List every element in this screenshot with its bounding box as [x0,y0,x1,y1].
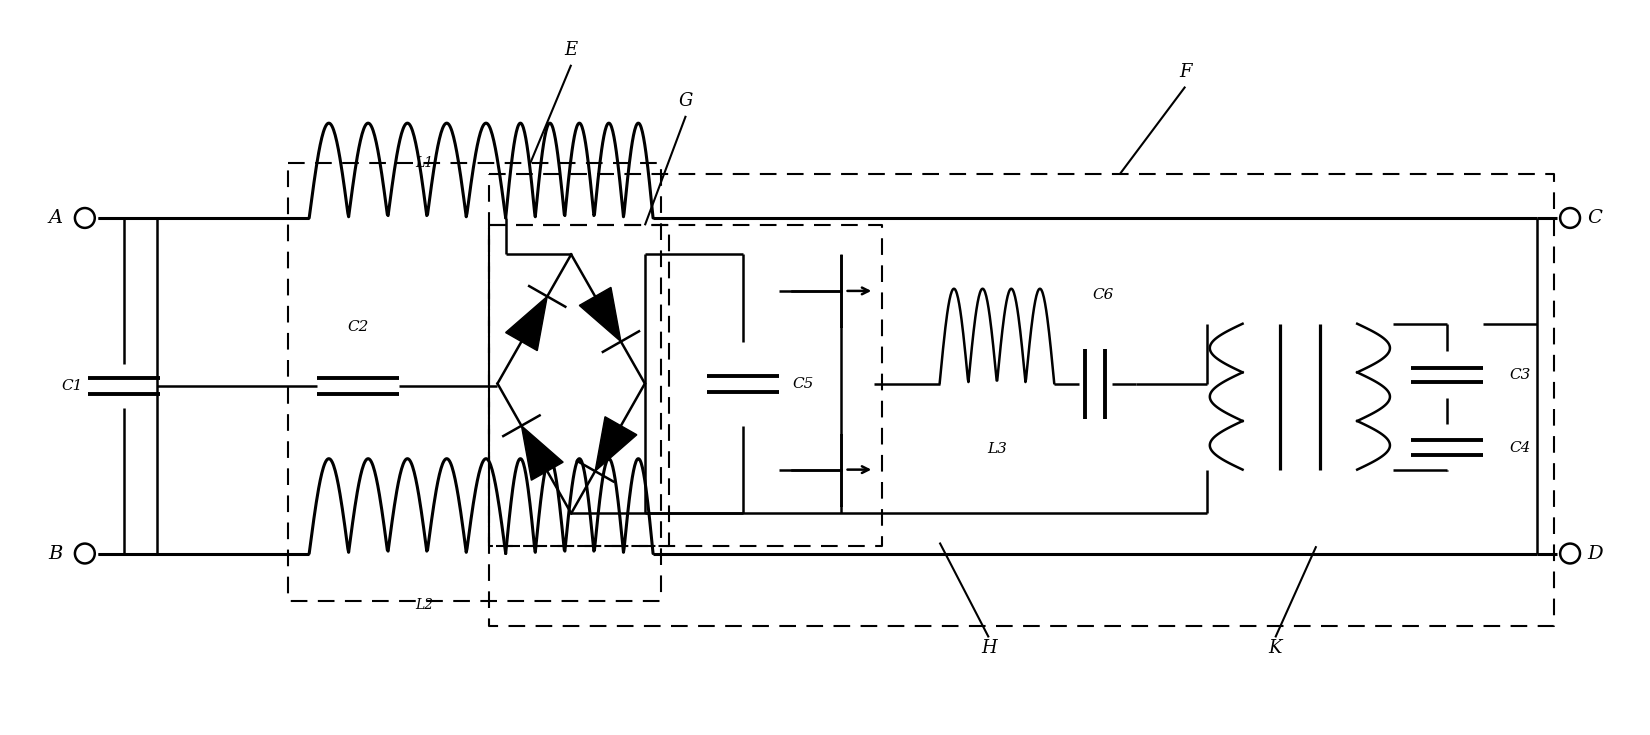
Text: L3: L3 [987,442,1006,456]
Text: C1: C1 [61,379,82,392]
Text: L2: L2 [414,598,432,612]
Text: C3: C3 [1510,368,1531,381]
Text: H: H [980,639,997,657]
Text: L1: L1 [414,157,432,171]
Text: F: F [1180,63,1191,81]
Text: C5: C5 [792,377,813,391]
Text: A: A [48,209,63,227]
Text: C4: C4 [1510,441,1531,455]
Text: C2: C2 [348,320,370,334]
Polygon shape [505,296,548,351]
Text: G: G [678,93,693,110]
Text: K: K [1269,639,1282,657]
Text: D: D [1587,545,1602,562]
Text: E: E [564,41,578,60]
Polygon shape [579,287,620,342]
Text: C: C [1587,209,1602,227]
Polygon shape [596,417,637,471]
Polygon shape [521,426,563,480]
Text: C6: C6 [1092,287,1114,301]
Text: B: B [48,545,63,562]
